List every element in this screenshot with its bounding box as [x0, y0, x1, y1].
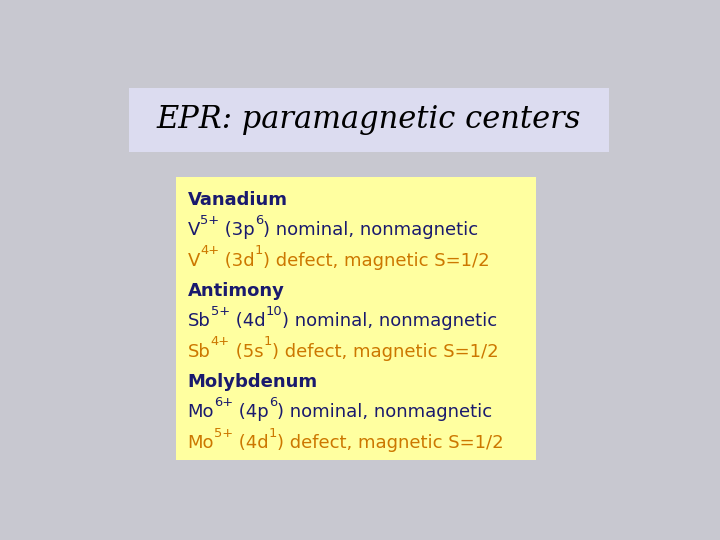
Text: ) defect, magnetic S=1/2: ) defect, magnetic S=1/2	[263, 252, 490, 269]
Text: Mo: Mo	[188, 434, 214, 452]
Text: (4d: (4d	[230, 312, 265, 330]
Text: 6+: 6+	[214, 396, 233, 409]
Text: 1: 1	[269, 427, 277, 440]
Text: (4d: (4d	[233, 434, 269, 452]
Text: 4+: 4+	[210, 335, 230, 348]
Text: ) nominal, nonmagnetic: ) nominal, nonmagnetic	[263, 221, 478, 239]
Text: ) defect, magnetic S=1/2: ) defect, magnetic S=1/2	[271, 343, 498, 361]
Text: (3d: (3d	[219, 252, 255, 269]
Text: Vanadium: Vanadium	[188, 191, 288, 209]
FancyBboxPatch shape	[176, 177, 536, 460]
FancyBboxPatch shape	[129, 87, 609, 152]
Text: 5+: 5+	[200, 214, 219, 227]
Text: 5+: 5+	[214, 427, 233, 440]
Text: ) nominal, nonmagnetic: ) nominal, nonmagnetic	[277, 403, 492, 421]
Text: Molybdenum: Molybdenum	[188, 373, 318, 391]
Text: 1: 1	[264, 335, 271, 348]
Text: Antimony: Antimony	[188, 282, 284, 300]
Text: EPR: paramagnetic centers: EPR: paramagnetic centers	[157, 104, 581, 136]
Text: ) defect, magnetic S=1/2: ) defect, magnetic S=1/2	[277, 434, 504, 452]
Text: Sb: Sb	[188, 312, 210, 330]
Text: (4p: (4p	[233, 403, 269, 421]
Text: V: V	[188, 252, 200, 269]
Text: 1: 1	[255, 245, 263, 258]
Text: 5+: 5+	[210, 305, 230, 318]
Text: Mo: Mo	[188, 403, 214, 421]
Text: 6: 6	[255, 214, 263, 227]
Text: ) nominal, nonmagnetic: ) nominal, nonmagnetic	[282, 312, 497, 330]
Text: V: V	[188, 221, 200, 239]
Text: (3p: (3p	[219, 221, 255, 239]
Text: 4+: 4+	[200, 245, 219, 258]
Text: (5s: (5s	[230, 343, 264, 361]
Text: 6: 6	[269, 396, 277, 409]
Text: 10: 10	[265, 305, 282, 318]
Text: Sb: Sb	[188, 343, 210, 361]
